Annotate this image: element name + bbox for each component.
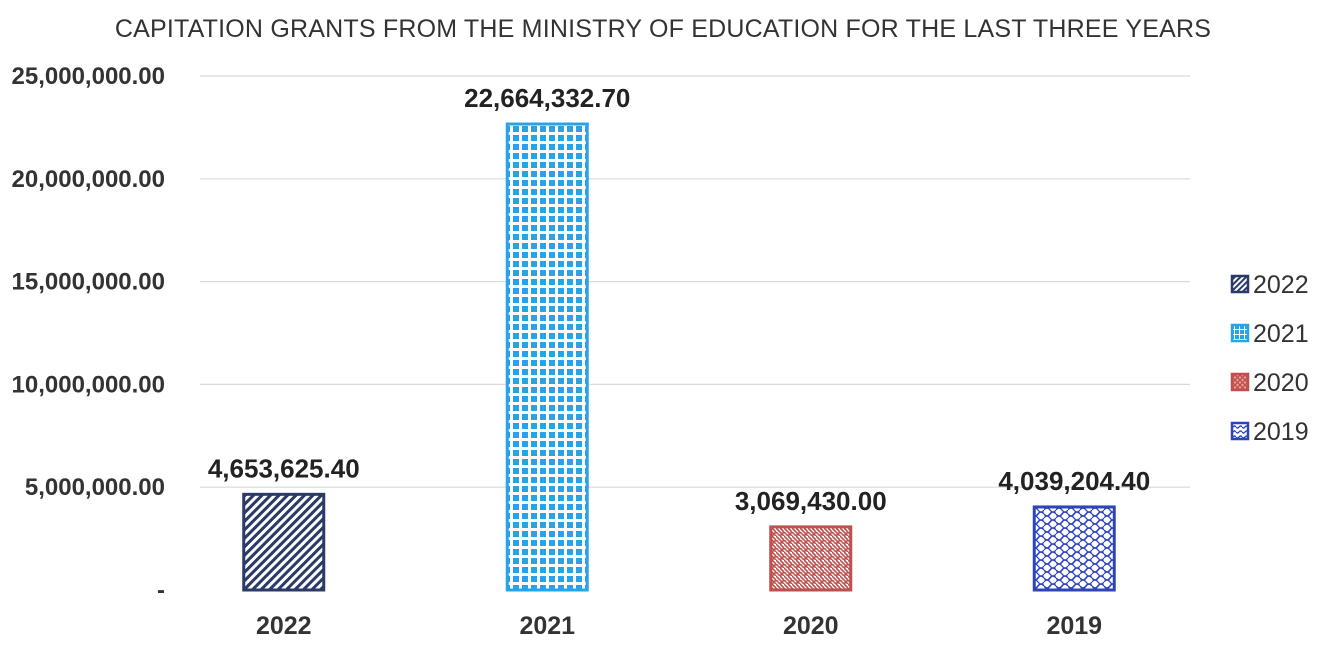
bar-2022 [242,492,326,592]
legend-label-2019: 2019 [1253,418,1309,446]
x-tick-label-2020: 2020 [783,612,839,640]
legend-swatch-2020 [1230,372,1250,392]
chart-title: CAPITATION GRANTS FROM THE MINISTRY OF E… [115,15,1211,43]
gridlines [200,75,1190,488]
bar-2019 [1032,505,1116,592]
legend-swatch-2021 [1230,323,1250,343]
y-tick-label: 10,000,000.00 [12,371,165,398]
bar-2020 [769,525,853,592]
data-label-2019: 4,039,204.40 [998,466,1150,496]
x-tick-label-2019: 2019 [1046,612,1102,640]
legend-swatch-2022 [1230,274,1250,294]
y-tick-label: 20,000,000.00 [12,166,165,193]
bar-2021 [505,122,589,592]
data-label-2020: 3,069,430.00 [735,486,887,516]
data-label-2022: 4,653,625.40 [208,453,360,483]
legend-swatch-2019 [1230,421,1250,441]
y-tick-label: 5,000,000.00 [25,474,165,501]
legend-label-2021: 2021 [1253,320,1309,348]
legend-label-2022: 2022 [1253,271,1309,299]
x-tick-label-2022: 2022 [256,612,312,640]
x-tick-label-2021: 2021 [519,612,575,640]
legend-label-2020: 2020 [1253,369,1309,397]
y-axis: - 5,000,000.00 10,000,000.00 15,000,000.00 2… [12,63,165,604]
legend: 2022 2021 2020 2019 [1230,271,1309,446]
data-label-2021: 22,664,332.70 [464,83,630,113]
y-tick-label: 15,000,000.00 [12,269,165,296]
x-axis: 2022 2021 2020 2019 [256,612,1102,640]
y-tick-label: - [157,577,165,604]
y-tick-label: 25,000,000.00 [12,63,165,90]
bars: 4,653,625.40 22,664,332.70 3,069,430.00 4,0… [208,83,1150,592]
